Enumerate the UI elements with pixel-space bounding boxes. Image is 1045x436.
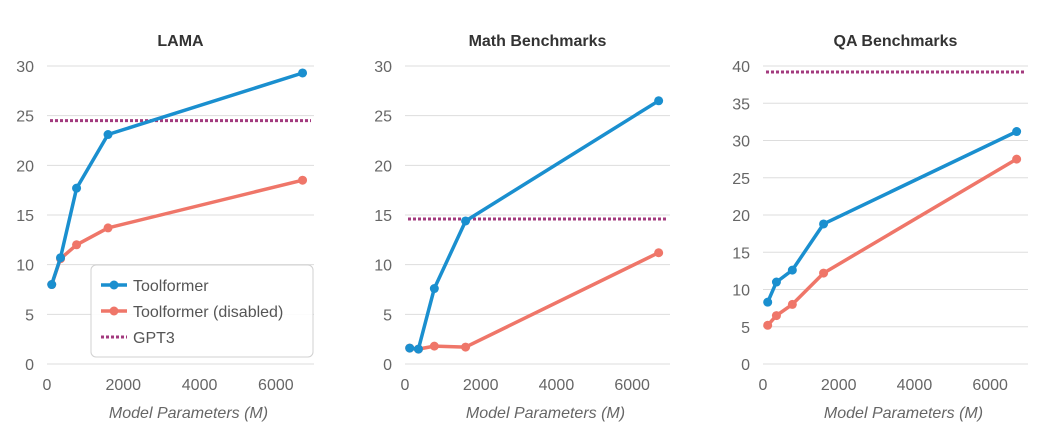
x-tick-label: 4000 [897, 377, 933, 394]
data-point-toolformer [47, 280, 57, 290]
y-tick-label: 0 [383, 357, 392, 374]
data-point-toolformer-disabled [298, 175, 308, 185]
x-tick-label: 4000 [539, 377, 575, 394]
series-line-toolformer [765, 129, 1019, 304]
legend-marker-toolformer [109, 280, 119, 290]
legend-label: Toolformer [133, 278, 209, 295]
data-point-toolformer [1012, 127, 1022, 137]
data-point-toolformer [654, 96, 664, 106]
x-axis-label: Model Parameters (M) [824, 405, 983, 422]
data-point-toolformer [787, 265, 797, 275]
y-tick-label: 20 [732, 208, 750, 225]
y-tick-label: 5 [25, 307, 34, 324]
y-tick-label: 15 [16, 208, 34, 225]
y-tick-label: 40 [732, 59, 750, 76]
data-point-toolformer [429, 284, 439, 294]
data-point-toolformer [103, 130, 113, 140]
y-tick-label: 30 [374, 59, 392, 76]
y-tick-label: 25 [732, 171, 750, 188]
y-tick-label: 30 [732, 134, 750, 151]
data-point-toolformer [56, 253, 66, 263]
data-point-toolformer-disabled [654, 248, 664, 258]
data-point-toolformer [771, 277, 781, 287]
y-tick-label: 35 [732, 96, 750, 113]
x-tick-label: 6000 [972, 377, 1008, 394]
data-point-toolformer [298, 68, 308, 78]
data-point-toolformer [413, 344, 423, 354]
y-tick-label: 20 [374, 158, 392, 175]
legend-marker-toolformer-disabled [109, 306, 119, 316]
x-tick-label: 0 [759, 377, 768, 394]
series-line-toolformer [49, 71, 305, 287]
data-point-toolformer [405, 343, 415, 353]
data-point-toolformer-disabled [1012, 154, 1022, 164]
y-tick-label: 15 [732, 245, 750, 262]
data-point-toolformer [461, 216, 471, 226]
x-tick-label: 2000 [463, 377, 499, 394]
y-tick-label: 10 [374, 258, 392, 275]
x-axis-label: Model Parameters (M) [109, 405, 268, 422]
chart-panel-math-benchmarks: Math Benchmarks 0 5 10 15 20 25 30 0 2000 4000 6000… [374, 33, 670, 422]
y-tick-label: 25 [374, 109, 392, 126]
data-point-toolformer [819, 219, 829, 229]
x-tick-label: 0 [401, 377, 410, 394]
data-point-toolformer-disabled [103, 223, 113, 233]
legend-label: GPT3 [133, 330, 175, 347]
chart-panel-qa-benchmarks: QA Benchmarks 0 5 10 15 20 25 30 35 40 0 2000 4000 60… [732, 33, 1028, 422]
data-point-toolformer-disabled [461, 342, 471, 352]
y-tick-label: 10 [732, 283, 750, 300]
y-tick-label: 0 [741, 357, 750, 374]
x-tick-label: 6000 [258, 377, 294, 394]
x-tick-label: 2000 [105, 377, 141, 394]
data-point-toolformer-disabled [787, 299, 797, 309]
y-tick-label: 10 [16, 258, 34, 275]
y-tick-label: 20 [16, 158, 34, 175]
x-tick-label: 4000 [182, 377, 218, 394]
y-tick-label: 0 [25, 357, 34, 374]
legend: Toolformer Toolformer (disabled) GPT3 [90, 264, 314, 358]
x-axis-label: Model Parameters (M) [466, 405, 625, 422]
chart-panel-lama: LAMA 0 5 10 15 20 25 30 0 2000 4000 6000 Model Param… [16, 33, 314, 422]
series-line-toolformer-disabled [407, 250, 661, 351]
y-tick-label: 15 [374, 208, 392, 225]
chart-title: Math Benchmarks [469, 33, 607, 50]
x-tick-label: 0 [43, 377, 52, 394]
series-line-toolformer-disabled [765, 157, 1019, 328]
x-tick-label: 2000 [821, 377, 857, 394]
data-point-toolformer [763, 297, 773, 307]
y-tick-label: 30 [16, 59, 34, 76]
y-tick-label: 5 [383, 307, 392, 324]
data-point-toolformer [72, 183, 82, 193]
data-point-toolformer-disabled [72, 240, 82, 250]
data-point-toolformer-disabled [771, 311, 781, 321]
y-tick-label: 5 [741, 320, 750, 337]
chart-title: LAMA [157, 33, 204, 50]
data-point-toolformer-disabled [819, 268, 829, 278]
x-tick-label: 6000 [614, 377, 650, 394]
y-tick-label: 25 [16, 109, 34, 126]
legend-box [90, 264, 314, 358]
data-point-toolformer-disabled [429, 341, 439, 351]
chart-title: QA Benchmarks [834, 33, 958, 50]
legend-label: Toolformer (disabled) [133, 304, 283, 321]
data-point-toolformer-disabled [763, 320, 773, 330]
